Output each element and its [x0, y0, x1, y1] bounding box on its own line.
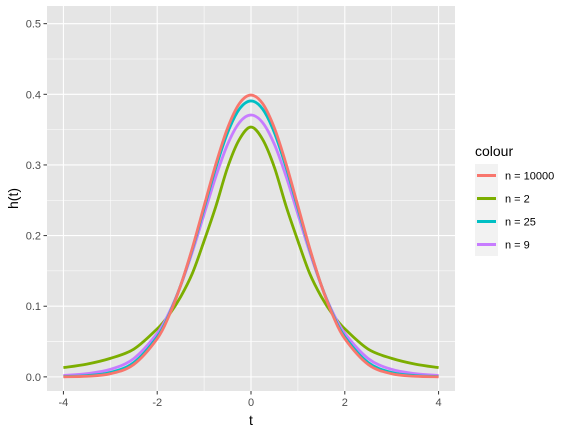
y-tick-label: 0.2 — [26, 231, 41, 243]
y-tick-label: 0.0 — [26, 372, 41, 384]
x-axis-ticks: -4 -2 0 2 4 — [59, 391, 442, 409]
y-tick-label: 0.5 — [26, 19, 41, 31]
y-tick-label: 0.1 — [26, 301, 41, 313]
legend-label: n = 25 — [505, 217, 536, 229]
y-tick-label: 0.3 — [26, 160, 41, 172]
x-tick-label: -2 — [152, 397, 162, 409]
x-tick-label: -4 — [59, 397, 69, 409]
major-gridlines — [47, 6, 455, 391]
y-axis-ticks: 0.0 0.1 0.2 0.3 0.4 0.5 — [26, 19, 47, 384]
legend-label: n = 9 — [505, 240, 530, 252]
series-line — [63, 125, 439, 370]
legend-items: n = 10000 n = 2 n = 25 n = 9 — [475, 164, 554, 256]
series-lines — [63, 93, 439, 379]
series-line — [63, 93, 439, 379]
y-tick-label: 0.4 — [26, 89, 41, 101]
series-line — [63, 113, 439, 377]
legend: colour n = 10000 n = 2 n = 25 n = 9 — [475, 143, 554, 256]
legend-label: n = 2 — [505, 194, 530, 206]
x-tick-label: 2 — [342, 397, 348, 409]
x-tick-label: 0 — [248, 397, 254, 409]
x-tick-label: 4 — [436, 397, 442, 409]
y-axis-title: h(t) — [5, 188, 21, 209]
x-axis-title: t — [249, 412, 253, 428]
legend-title: colour — [475, 143, 513, 159]
legend-label: n = 10000 — [505, 171, 554, 183]
